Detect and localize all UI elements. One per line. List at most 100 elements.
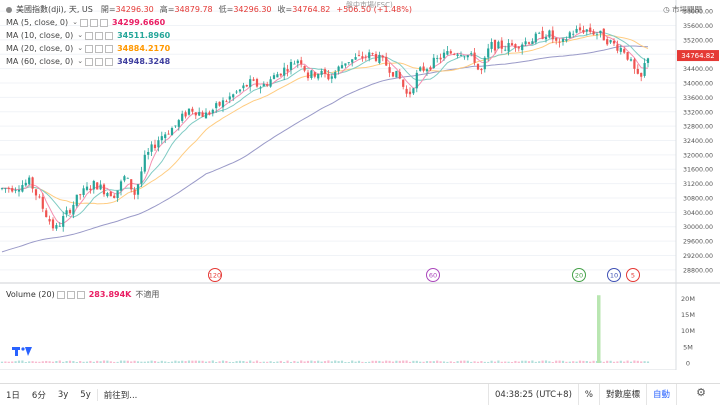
visibility-icon[interactable]: [56, 290, 65, 299]
settings-icon[interactable]: [90, 18, 98, 27]
event-marker[interactable]: 60: [426, 268, 440, 282]
volume-bar: [555, 360, 558, 363]
chevron-down-icon[interactable]: ⌄: [77, 31, 84, 39]
volume-bar: [578, 360, 582, 363]
volume-legend[interactable]: Volume (20) 283.894K 不適用: [6, 290, 160, 299]
visibility-icon[interactable]: [85, 44, 94, 53]
volume-bar: [575, 361, 578, 363]
candle: [466, 54, 469, 61]
candle: [531, 38, 534, 45]
volume-bar: [7, 361, 10, 363]
candlestick-series[interactable]: [0, 23, 650, 232]
percent-scale-button[interactable]: %: [577, 384, 599, 405]
candle: [442, 49, 446, 61]
visibility-icon[interactable]: [80, 18, 88, 27]
range-6m-button[interactable]: 6分: [31, 390, 46, 401]
candle: [578, 23, 582, 33]
settings-icon[interactable]: [66, 290, 75, 299]
volume-bar: [252, 361, 255, 363]
last-price-tag: 34764.82: [677, 50, 719, 62]
timezone-clock[interactable]: 04:38:25 (UTC+8): [488, 384, 578, 405]
volume-bar: [75, 361, 78, 363]
log-scale-button[interactable]: 對數座標: [598, 384, 646, 405]
event-marker[interactable]: 120: [208, 268, 222, 282]
candle: [109, 190, 112, 197]
gear-icon[interactable]: ⚙: [696, 386, 706, 399]
volume-bar: [640, 361, 643, 363]
close-icon[interactable]: [76, 290, 85, 299]
volume-bar: [337, 361, 340, 363]
volume-bar: [266, 361, 269, 363]
volume-bar: [459, 360, 463, 363]
volume-bar: [24, 362, 27, 363]
volume-bar: [344, 361, 347, 363]
volume-bar: [616, 361, 619, 363]
tradingview-logo[interactable]: [12, 345, 34, 357]
symbol-title[interactable]: 美國指數(dji), 天, US: [16, 5, 93, 14]
close-icon[interactable]: [105, 57, 114, 66]
chevron-down-icon[interactable]: ⌄: [77, 57, 84, 65]
settings-icon[interactable]: [95, 31, 104, 40]
event-marker[interactable]: 20: [572, 268, 586, 282]
price-chart[interactable]: 36000.0035600.0035200.0034800.0034400.00…: [0, 0, 720, 370]
candle: [259, 85, 262, 94]
volume-bar: [517, 361, 520, 363]
settings-icon[interactable]: [95, 44, 104, 53]
visibility-icon[interactable]: [85, 57, 94, 66]
close-icon[interactable]: [100, 18, 108, 27]
visibility-icon[interactable]: [85, 31, 94, 40]
chevron-down-icon[interactable]: ⌄: [72, 18, 78, 26]
indicator-ma20[interactable]: MA (20, close, 0) ⌄ 34884.2170: [6, 44, 171, 53]
candle: [476, 63, 480, 71]
volume-bar: [184, 361, 187, 363]
event-marker[interactable]: 10: [607, 268, 621, 282]
candle: [96, 182, 99, 190]
goto-date-button[interactable]: 前往到...: [96, 388, 144, 401]
volume-bar: [354, 361, 357, 363]
volume-bar: [340, 360, 344, 363]
close-icon[interactable]: [105, 31, 114, 40]
volume-bar: [419, 361, 422, 363]
volume-bar: [228, 361, 231, 363]
event-markers[interactable]: 120 60 20 10 5: [208, 268, 640, 282]
event-marker[interactable]: 5: [626, 268, 640, 282]
candle: [449, 49, 452, 55]
volume-bar: [109, 361, 112, 363]
candle: [164, 132, 167, 144]
ohlc-close: 收=34764.82: [277, 5, 331, 14]
range-1d-button[interactable]: 1日: [6, 390, 20, 401]
chevron-down-icon[interactable]: ⌄: [77, 44, 84, 52]
price-axis[interactable]: 36000.0035600.0035200.0034800.0034400.00…: [683, 9, 713, 275]
range-3y-button[interactable]: 3y: [57, 389, 69, 400]
volume-bar: [201, 360, 204, 363]
range-5y-button[interactable]: 5y: [80, 389, 91, 400]
indicator-ma10[interactable]: MA (10, close, 0) ⌄ 34511.8960: [6, 31, 171, 40]
volume-bar: [534, 361, 537, 363]
candle: [320, 68, 323, 78]
candle: [266, 81, 269, 88]
candle: [89, 185, 92, 194]
candle: [82, 185, 85, 198]
candle: [225, 99, 228, 103]
volume-bar: [374, 360, 378, 363]
indicator-ma60[interactable]: MA (60, close, 0) ⌄ 34948.3248: [6, 57, 171, 66]
candle: [21, 180, 24, 193]
candle: [480, 67, 483, 75]
candle: [398, 69, 401, 80]
close-icon[interactable]: [105, 44, 114, 53]
candle: [422, 62, 425, 73]
candle: [646, 57, 650, 68]
volume-bar: [153, 361, 157, 363]
volume-bar: [65, 361, 68, 363]
candle: [500, 37, 503, 54]
settings-icon[interactable]: [95, 57, 104, 66]
candle: [147, 148, 150, 160]
auto-scale-button[interactable]: 自動: [645, 384, 676, 405]
svg-text:10: 10: [610, 272, 618, 280]
indicator-ma5[interactable]: MA (5, close, 0) ⌄ 34299.6660: [6, 18, 166, 27]
candle: [24, 179, 27, 187]
volume-bar: [487, 361, 490, 363]
volume-bar: [235, 361, 238, 363]
legend: 美國指數(dji), 天, US 開=34296.30 高=34879.78 低…: [6, 3, 412, 68]
candle: [585, 28, 588, 36]
